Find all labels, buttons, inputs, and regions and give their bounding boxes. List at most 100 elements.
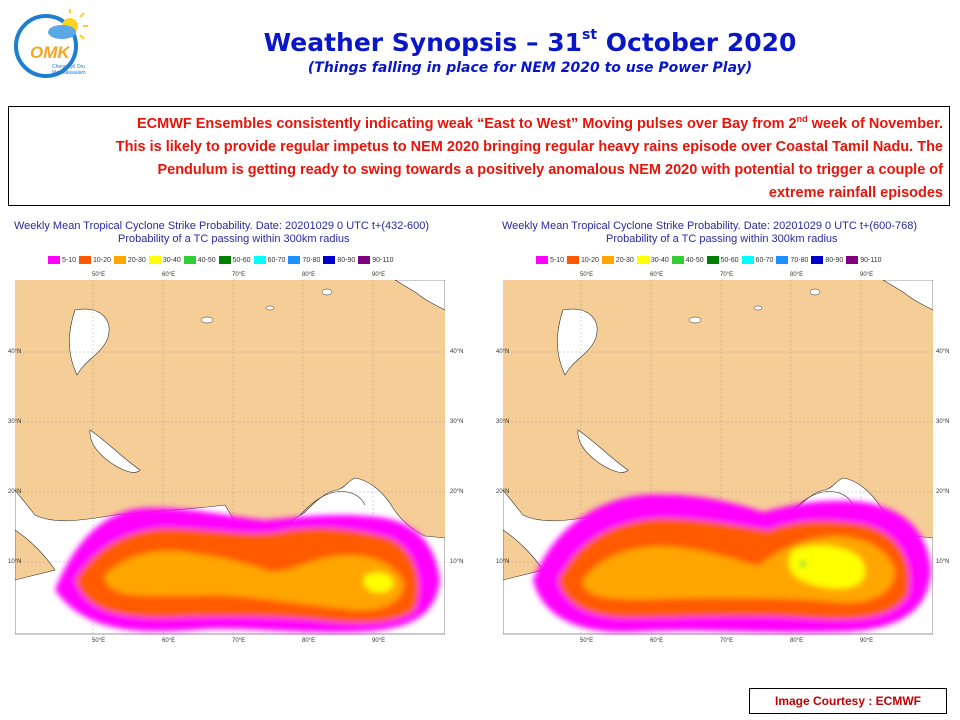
lon-label: 70°E [232, 638, 246, 644]
legend-label: 70-80 [302, 256, 321, 264]
legend-item: 10-20 [567, 254, 599, 266]
right-map-title: Weekly Mean Tropical Cyclone Strike Prob… [502, 220, 918, 232]
legend-label: 80-90 [337, 256, 356, 264]
lat-label: 20°N [450, 489, 464, 495]
legend-item: 80-90 [323, 254, 355, 266]
legend-item: 60-70 [253, 254, 286, 266]
probability-legend: 5-10 10-20 20-30 30-40 40-50 50-60 60-70 70-80 8… [48, 254, 397, 266]
legend-item: 70-80 [776, 254, 808, 266]
legend-swatch [601, 256, 614, 264]
legend-label: 20-30 [615, 256, 634, 264]
legend-item: 50-60 [706, 254, 739, 266]
legend-swatch [567, 256, 580, 264]
legend-swatch [776, 256, 789, 264]
lon-label: 70°E [232, 272, 246, 278]
lon-label: 80°E [302, 272, 316, 278]
legend-swatch [811, 256, 824, 264]
legend-item: 5-10 [48, 254, 76, 266]
lon-label: 80°E [790, 272, 804, 278]
legend-swatch [113, 256, 126, 264]
lon-label: 50°E [580, 272, 594, 278]
lon-label: 50°E [92, 638, 106, 644]
legend-swatch [148, 256, 161, 264]
left-map-panel: Weekly Mean Tropical Cyclone Strike Prob… [8, 214, 464, 644]
legend-swatch [846, 256, 859, 264]
lon-label: 70°E [720, 638, 734, 644]
svg-text:OMK: OMK [30, 43, 71, 62]
legend-label: 50-60 [720, 256, 739, 264]
lon-label: 60°E [162, 272, 176, 278]
legend-label: 90-110 [372, 256, 394, 264]
legend-label: 10-20 [581, 256, 599, 264]
lat-label: 30°N [450, 419, 464, 425]
legend-label: 40-50 [197, 256, 216, 264]
right-probability-map [503, 280, 933, 635]
image-courtesy: Image Courtesy : ECMWF [749, 688, 947, 714]
legend-item: 30-40 [636, 254, 669, 266]
legend-swatch [288, 256, 301, 264]
left-map-title: Weekly Mean Tropical Cyclone Strike Prob… [14, 220, 430, 232]
legend-item: 20-30 [601, 254, 634, 266]
legend-item: 40-50 [671, 254, 704, 266]
highlight-text: ECMWF Ensembles consistently indicating … [115, 114, 943, 201]
legend-swatch [358, 256, 371, 264]
legend-item: 70-80 [288, 254, 320, 266]
svg-text:Chennaiyil Oru: Chennaiyil Oru [52, 64, 85, 70]
legend-swatch [323, 256, 336, 264]
lat-label: 20°N [936, 489, 950, 495]
lat-label: 30°N [496, 419, 510, 425]
svg-text:Mazhakkaalam: Mazhakkaalam [52, 70, 86, 76]
lat-label: 40°N [936, 349, 950, 355]
legend-swatch [79, 256, 92, 264]
lon-label: 50°E [580, 638, 594, 644]
legend-label: 60-70 [267, 256, 286, 264]
lon-label: 80°E [302, 638, 316, 644]
lon-label: 90°E [372, 638, 386, 644]
legend-item: 60-70 [741, 254, 774, 266]
lon-label: 70°E [720, 272, 734, 278]
lat-label: 20°N [8, 489, 22, 495]
legend-item: 90-110 [846, 254, 882, 266]
lon-label: 60°E [650, 638, 664, 644]
legend-swatch [741, 256, 754, 264]
legend-item: 80-90 [811, 254, 843, 266]
lat-label: 20°N [496, 489, 510, 495]
left-probability-map [15, 280, 445, 635]
right-map-panel: Weekly Mean Tropical Cyclone Strike Prob… [496, 214, 952, 644]
legend-label: 20-30 [127, 256, 146, 264]
left-map-subtitle: Probability of a TC passing within 300km… [118, 233, 350, 245]
page-title: Weather Synopsis – 31st October 2020 [263, 27, 797, 57]
legend-label: 90-110 [860, 256, 882, 264]
legend-label: 30-40 [650, 256, 669, 264]
legend-swatch [636, 256, 649, 264]
lat-label: 10°N [496, 559, 510, 565]
legend-item: 10-20 [79, 254, 111, 266]
lon-label: 50°E [92, 272, 106, 278]
lat-label: 30°N [936, 419, 950, 425]
legend-swatch [218, 256, 231, 264]
legend-label: 30-40 [162, 256, 181, 264]
lat-label: 40°N [450, 349, 464, 355]
page-subtitle: (Things falling in place for NEM 2020 to… [307, 60, 753, 76]
legend-item: 40-50 [183, 254, 216, 266]
lat-label: 40°N [496, 349, 510, 355]
lon-label: 60°E [162, 638, 176, 644]
right-map-subtitle: Probability of a TC passing within 300km… [606, 233, 838, 245]
legend-item: 20-30 [113, 254, 146, 266]
lon-label: 90°E [860, 638, 874, 644]
legend-label: 50-60 [232, 256, 251, 264]
probability-legend: 5-10 10-20 20-30 30-40 40-50 50-60 60-70 70-80 8… [536, 254, 885, 266]
lon-label: 80°E [790, 638, 804, 644]
legend-swatch [48, 256, 60, 264]
legend-swatch [183, 256, 196, 264]
legend-swatch [253, 256, 266, 264]
lat-label: 40°N [8, 349, 22, 355]
lon-label: 60°E [650, 272, 664, 278]
legend-label: 70-80 [790, 256, 809, 264]
lat-label: 10°N [936, 559, 950, 565]
legend-label: 60-70 [755, 256, 774, 264]
lon-label: 90°E [860, 272, 874, 278]
lon-label: 90°E [372, 272, 386, 278]
legend-swatch [671, 256, 684, 264]
highlight-box: ECMWF Ensembles consistently indicating … [8, 106, 950, 206]
